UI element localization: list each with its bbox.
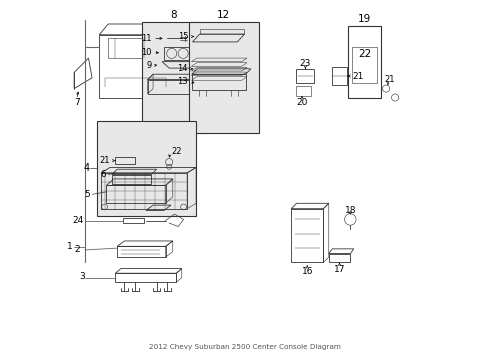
Text: 15: 15 (178, 32, 188, 41)
Text: 3: 3 (79, 272, 85, 281)
Text: 4: 4 (83, 163, 90, 174)
Text: 24: 24 (72, 216, 83, 225)
Text: 22: 22 (357, 49, 370, 59)
Bar (115, 273, 176, 282)
Text: 19: 19 (357, 14, 370, 24)
Bar (191, 74, 245, 90)
Text: 1: 1 (66, 242, 72, 251)
Bar (101, 173, 187, 209)
Text: 12: 12 (217, 10, 230, 20)
Text: 9: 9 (146, 61, 151, 70)
Bar (106, 185, 165, 203)
Bar (115, 157, 135, 164)
Text: 22: 22 (171, 147, 181, 156)
Text: 23: 23 (299, 59, 310, 68)
Bar (290, 209, 323, 262)
Text: 8: 8 (170, 10, 177, 20)
Text: 2012 Chevy Suburban 2500 Center Console Diagram: 2012 Chevy Suburban 2500 Center Console … (148, 345, 340, 350)
Bar (147, 80, 198, 94)
Bar (296, 86, 310, 96)
Bar (163, 47, 194, 60)
Text: 2: 2 (75, 246, 80, 255)
Bar (328, 253, 349, 262)
Bar (97, 121, 196, 216)
Bar (117, 246, 165, 257)
Text: 21: 21 (351, 72, 363, 81)
Text: 21: 21 (100, 156, 110, 165)
Bar (332, 67, 346, 85)
Text: 5: 5 (84, 190, 90, 199)
Text: 16: 16 (301, 267, 312, 276)
Bar (188, 22, 258, 134)
Text: 17: 17 (333, 265, 345, 274)
Text: 21: 21 (384, 75, 394, 84)
Bar (348, 26, 380, 98)
Text: 14: 14 (177, 64, 187, 73)
Text: 20: 20 (296, 98, 307, 107)
Bar (296, 69, 314, 83)
Bar (142, 22, 204, 134)
Text: 7: 7 (74, 98, 80, 107)
Text: 18: 18 (344, 206, 355, 215)
Text: 11: 11 (141, 34, 151, 43)
Text: 6: 6 (101, 170, 106, 179)
Text: 10: 10 (141, 48, 151, 57)
Bar (351, 47, 376, 83)
Text: 13: 13 (177, 77, 188, 86)
